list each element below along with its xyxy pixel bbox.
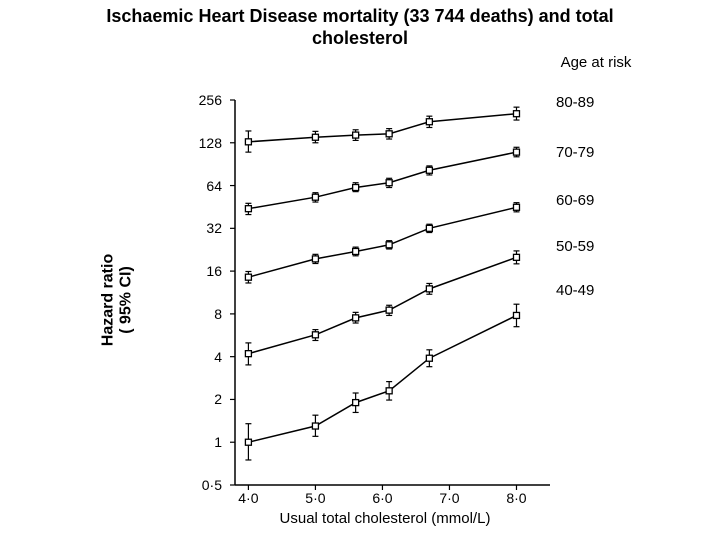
y-tick-label: 2 [162,391,222,407]
y-tick-label: 256 [162,92,222,108]
y-tick-label: 128 [162,135,222,151]
y-tick-label: 32 [162,220,222,236]
y-tick-label: 8 [162,306,222,322]
x-tick-label: 8·0 [496,490,536,506]
legend-item: 80-89 [556,94,636,111]
y-tick-label: 0·5 [162,477,222,493]
x-tick-label: 4·0 [228,490,268,506]
legend-item: 70-79 [556,144,636,161]
legend-item: 40-49 [556,282,636,299]
legend-item: 50-59 [556,238,636,255]
y-tick-label: 16 [162,263,222,279]
y-tick-label: 64 [162,178,222,194]
x-tick-label: 5·0 [295,490,335,506]
y-tick-label: 1 [162,434,222,450]
y-tick-label: 4 [162,349,222,365]
x-tick-label: 7·0 [429,490,469,506]
x-tick-label: 6·0 [362,490,402,506]
legend-item: 60-69 [556,192,636,209]
chart-plot-area [0,0,720,540]
